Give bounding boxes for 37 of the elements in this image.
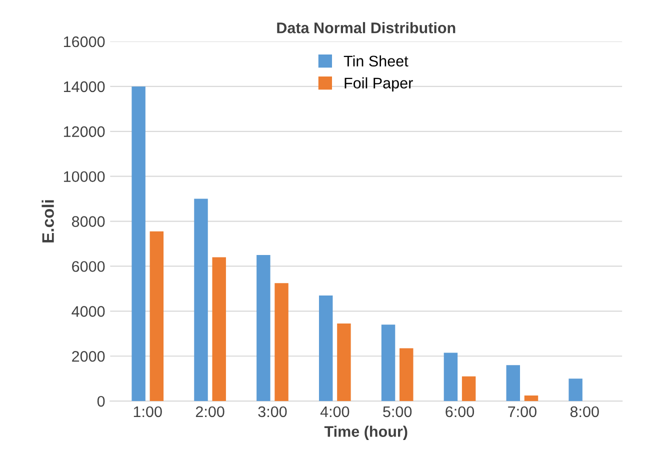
legend-label: Tin Sheet [344,55,408,67]
y-tick-label: 16000 [64,36,105,48]
bar [256,254,270,402]
x-tick-label: 4:00 [320,406,350,418]
y-tick-label: 8000 [72,216,105,227]
bar [337,324,351,402]
bar [212,257,226,402]
y-tick-label: 0 [97,396,105,407]
x-axis-title: Time (hour) [324,426,408,440]
x-tick-label: 8:00 [570,406,599,418]
x-tick-label: 7:00 [508,406,536,418]
bar [318,295,333,402]
y-tick-label: 2000 [72,350,105,362]
y-tick-label: 4000 [72,306,105,317]
chart-title: Data Normal Distribution [277,22,456,34]
y-tick-label: 10000 [64,171,105,182]
y-tick-label: 6000 [72,261,105,272]
bar [524,395,538,402]
x-tick-label: 3:00 [258,406,287,418]
y-tick-label: 14000 [64,81,105,92]
legend-label: Foil Paper [344,77,413,92]
bar [150,231,164,402]
x-tick-label: 6:00 [446,406,474,418]
y-tick-label: 12000 [64,126,105,138]
bar [506,365,520,402]
x-tick-label: 5:00 [383,406,412,418]
bar [400,348,414,402]
bar [381,324,396,402]
bar [444,352,458,402]
bar [194,198,208,402]
bar [132,86,146,402]
x-tick-label: 2:00 [196,406,224,418]
bar [462,376,476,402]
bar [274,283,288,402]
bar [568,378,582,402]
y-axis-title: E.coli [42,200,54,242]
x-tick-label: 1:00 [134,406,162,418]
